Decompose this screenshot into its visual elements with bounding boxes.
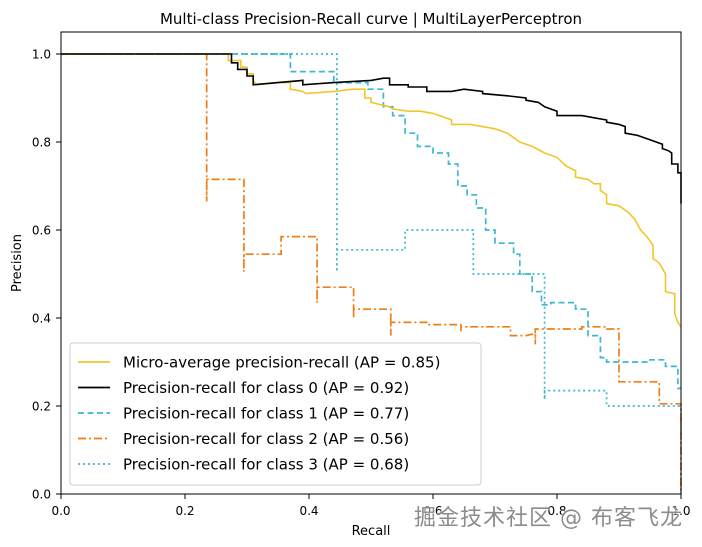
legend-label-3: Precision-recall for class 2 (AP = 0.56) (123, 430, 409, 448)
x-tick-label: 0.0 (51, 504, 70, 518)
y-tick-label: 0.4 (32, 312, 51, 326)
watermark: 掘金技术社区 @ 布客飞龙 (414, 506, 683, 531)
series-line-3 (61, 53, 682, 494)
legend-box (69, 342, 482, 486)
x-tick-label: 0.2 (175, 504, 194, 518)
legend-label-0: Micro-average precision-recall (AP = 0.8… (123, 354, 440, 372)
x-tick-label: 0.6 (423, 504, 442, 518)
y-tick-label: 0.6 (32, 224, 51, 238)
legend-label-4: Precision-recall for class 3 (AP = 0.68) (123, 456, 409, 474)
series-line-0 (61, 53, 682, 328)
series-line-1 (61, 53, 682, 204)
x-tick-label: 0.8 (547, 504, 566, 518)
y-axis: 0.0 0.2 0.4 0.6 0.8 1.0 (32, 48, 61, 502)
y-tick-label: 0.2 (32, 400, 51, 414)
series-line-2 (61, 53, 681, 390)
chart-title: Multi-class Precision-Recall curve | Mul… (160, 10, 582, 28)
plot-frame (60, 31, 682, 495)
legend-label-1: Precision-recall for class 0 (AP = 0.92) (123, 379, 409, 397)
series-line-4 (61, 53, 682, 494)
y-tick-label: 0.8 (32, 136, 51, 150)
y-tick-label: 1.0 (32, 48, 51, 62)
x-tick-label: 1.0 (671, 504, 690, 518)
x-axis: 0.0 0.2 0.4 0.6 0.8 1.0 (51, 494, 691, 518)
legend-label-2: Precision-recall for class 1 (AP = 0.77) (123, 405, 409, 423)
y-axis-label: Precision (10, 234, 25, 292)
y-tick-label: 0.0 (32, 488, 51, 502)
legend: Micro-average precision-recall (AP = 0.8… (69, 342, 482, 486)
x-tick-label: 0.4 (299, 504, 318, 518)
x-axis-label: Recall (352, 524, 391, 539)
